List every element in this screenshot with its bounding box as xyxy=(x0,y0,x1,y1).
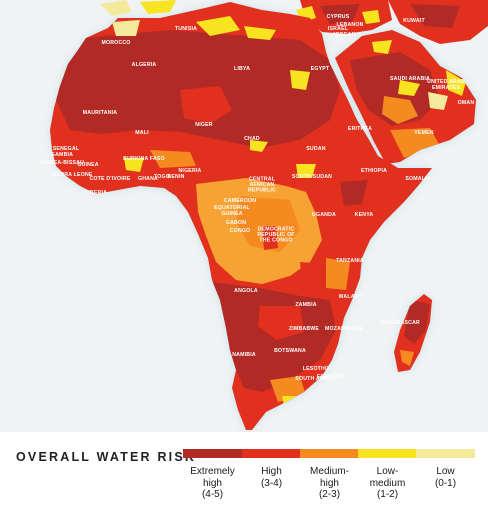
country-label: SOMALIA xyxy=(405,176,430,182)
legend-swatch xyxy=(358,449,417,458)
country-label: LIBERIA xyxy=(85,190,107,196)
country-label: MADAGASCAR xyxy=(380,320,420,326)
country-label: CHAD xyxy=(244,136,260,142)
country-label: ZAMBIA xyxy=(295,302,316,308)
levant-land xyxy=(100,0,488,44)
country-label: ERITREA xyxy=(348,126,372,132)
country-label: TUNISIA xyxy=(175,26,197,32)
country-label: SENEGAL xyxy=(53,146,80,152)
country-label: YEMEN xyxy=(414,130,434,136)
country-label: SIERRA LEONE xyxy=(51,172,92,178)
legend-swatch xyxy=(242,449,301,458)
country-label: CONGO xyxy=(230,228,251,234)
legend-label: Medium-high (2-3) xyxy=(310,466,349,500)
country-label: LESOTHO xyxy=(303,366,329,372)
country-label: EQUATORIAL GUINEA xyxy=(214,205,250,217)
country-label: BOTSWANA xyxy=(274,348,306,354)
country-label: GUINEA xyxy=(77,162,98,168)
country-label: KENYA xyxy=(355,212,374,218)
legend-swatch xyxy=(416,449,475,458)
legend-swatch xyxy=(300,449,359,458)
legend-band xyxy=(0,432,488,512)
country-label: SOUTH SUDAN xyxy=(292,174,332,180)
country-label: CENTRAL AFRICAN REPUBLIC xyxy=(248,176,276,193)
legend-title: OVERALL WATER RISK xyxy=(16,450,197,464)
country-label: ISRAEL xyxy=(328,26,349,32)
country-label: GAMBIA xyxy=(51,152,73,158)
country-label: SAUDI ARABIA xyxy=(390,76,430,82)
legend-label: Extremely high (4-5) xyxy=(190,466,235,500)
country-label: NAMIBIA xyxy=(232,352,256,358)
country-label: CYPRUS xyxy=(327,14,350,20)
country-label: CAMEROON xyxy=(224,198,256,204)
country-label: MOZAMBIQUE xyxy=(325,326,363,332)
country-label: NIGERIA xyxy=(178,168,201,174)
country-label: BENIN xyxy=(167,174,184,180)
country-label: GABON xyxy=(226,220,246,226)
country-label: DEMOCRATIC REPUBLIC OF THE CONGO xyxy=(257,226,294,243)
country-label: COTE D'IVOIRE xyxy=(89,176,130,182)
legend-label: High (3-4) xyxy=(260,466,283,489)
country-label: ETHIOPIA xyxy=(361,168,387,174)
country-label: GUINEA-BISSAU xyxy=(40,160,84,166)
legend-label: Low (0-1) xyxy=(434,466,457,489)
country-label: MAURITANIA xyxy=(83,110,118,116)
country-label: NIGER xyxy=(195,122,212,128)
country-label: JORDAN xyxy=(332,32,355,38)
country-label: UNITED ARAB EMIRATES xyxy=(427,79,465,91)
legend-swatch xyxy=(183,449,242,458)
country-label: EGYPT xyxy=(311,66,330,72)
legend-label: Low-medium (1-2) xyxy=(369,466,406,500)
country-label: OMAN xyxy=(458,100,475,106)
country-label: SUDAN xyxy=(306,146,325,152)
country-label: ZIMBABWE xyxy=(289,326,319,332)
country-label: ESWATINI xyxy=(317,374,344,380)
country-label: MOROCCO xyxy=(101,40,130,46)
country-label: ANGOLA xyxy=(234,288,258,294)
country-label: KUWAIT xyxy=(403,18,425,24)
country-label: BURKINA FASO xyxy=(123,156,165,162)
country-label: TOGO xyxy=(154,174,170,180)
country-label: UGANDA xyxy=(312,212,336,218)
country-label: SOUTH AFRICA xyxy=(295,376,336,382)
country-label: LEBANON xyxy=(336,22,363,28)
country-label: GHANA xyxy=(138,176,158,182)
country-label: ALGERIA xyxy=(132,62,157,68)
country-label: MALAWI xyxy=(339,294,362,300)
country-label: MALI xyxy=(135,130,149,136)
country-label: LIBYA xyxy=(234,66,250,72)
country-label: TANZANIA xyxy=(336,258,364,264)
